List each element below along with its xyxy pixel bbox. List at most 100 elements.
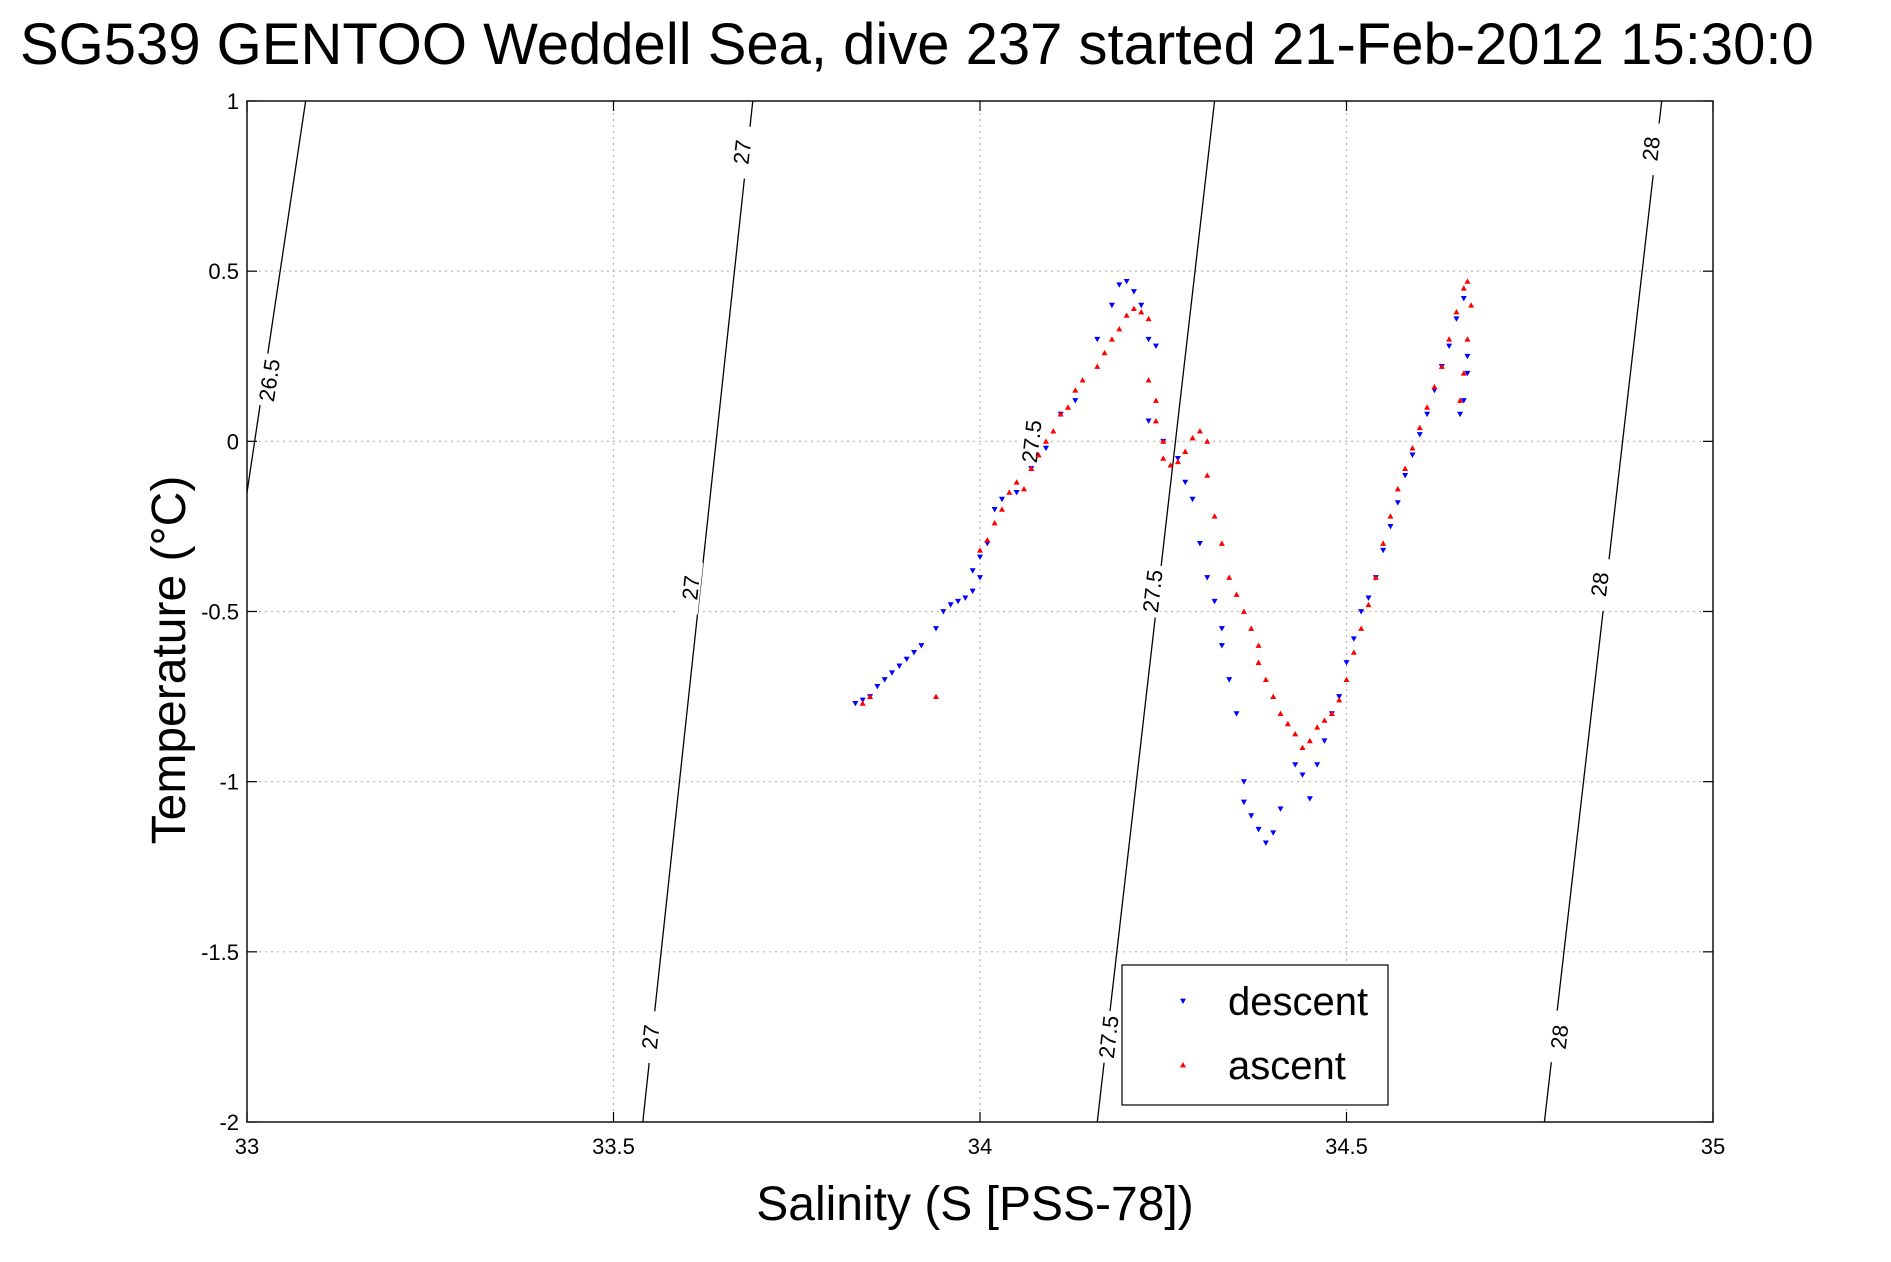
- ascent-point: [1424, 404, 1431, 410]
- descent-point: [1350, 636, 1357, 642]
- descent-point: [962, 595, 969, 601]
- ascent-point: [1446, 336, 1453, 342]
- descent-point: [859, 697, 866, 703]
- ascent-point: [1035, 451, 1042, 458]
- descent-point: [1226, 677, 1233, 683]
- ascent-point: [1204, 438, 1211, 444]
- descent-point: [940, 609, 947, 615]
- ascent-point: [1314, 724, 1321, 730]
- descent-point: [977, 554, 983, 561]
- ascent-point: [977, 547, 983, 553]
- ascent-point: [1292, 731, 1299, 737]
- ascent-point: [1240, 608, 1247, 614]
- descent-point: [977, 575, 983, 581]
- contour-label-gap: [1546, 1009, 1572, 1064]
- legend-marker-ascent: [1180, 1062, 1186, 1068]
- descent-point: [911, 649, 918, 656]
- descent-point: [1262, 840, 1269, 846]
- descent-point: [1321, 738, 1328, 744]
- ascent-point: [1079, 377, 1086, 383]
- ascent-point: [1343, 676, 1350, 682]
- descent-point: [1365, 595, 1372, 601]
- ascent-point: [1336, 696, 1343, 703]
- ascent-point: [1050, 428, 1057, 434]
- legend-box: [1121, 964, 1389, 1106]
- ascent-point: [1042, 438, 1049, 444]
- descent-point: [1152, 343, 1159, 350]
- legend-marker-descent: [1180, 998, 1186, 1004]
- descent-point: [955, 598, 962, 605]
- descent-point: [889, 670, 896, 676]
- ascent-point: [1248, 625, 1255, 631]
- descent-point: [1387, 524, 1394, 530]
- descent-point: [1240, 779, 1247, 785]
- plot-area: 33 33.5 34 34.5 3510.50-0.5-1-1.5-226.527272…: [201, 89, 1725, 1159]
- ascent-point: [1380, 540, 1387, 546]
- descent-point: [1343, 660, 1350, 666]
- ascent-point: [1284, 720, 1291, 727]
- descent-point: [1116, 282, 1123, 288]
- contour-label: 27.5: [1138, 568, 1168, 613]
- x-tick-label: 33: [235, 1134, 259, 1159]
- series-descent: [852, 278, 1471, 846]
- descent-point: [1270, 830, 1277, 836]
- descent-point: [1299, 772, 1306, 778]
- ascent-point: [1453, 309, 1460, 315]
- x-tick-label: 33.5: [592, 1134, 635, 1159]
- ascent-point: [1468, 302, 1475, 308]
- ascent-point: [1416, 424, 1423, 431]
- descent-point: [933, 626, 940, 632]
- descent-point: [1248, 813, 1255, 819]
- descent-point: [1277, 806, 1284, 812]
- descent-point: [998, 496, 1005, 503]
- descent-point: [1013, 489, 1020, 496]
- ascent-point: [1057, 411, 1064, 417]
- descent-point: [1380, 547, 1387, 554]
- x-tick-label: 34.5: [1325, 1134, 1368, 1159]
- ascent-point: [1182, 448, 1189, 454]
- ascent-point: [1130, 305, 1137, 312]
- descent-point: [1204, 575, 1211, 581]
- descent-point: [1196, 541, 1203, 547]
- series-ascent: [859, 278, 1475, 751]
- descent-point: [1138, 302, 1145, 309]
- descent-point: [1240, 799, 1247, 806]
- x-axis-title: Salinity (S [PSS-78]): [756, 1178, 1193, 1231]
- descent-point: [969, 568, 976, 574]
- ascent-point: [867, 693, 874, 699]
- descent-point: [1457, 411, 1464, 418]
- descent-point: [1255, 826, 1262, 833]
- contour-label-gap: [729, 125, 755, 179]
- contour-label: 27: [637, 1023, 664, 1050]
- ascent-point: [1204, 472, 1211, 478]
- y-tick-label: -1: [219, 770, 239, 795]
- ascent-point: [991, 520, 998, 526]
- axes-frame: [246, 100, 1714, 1123]
- ascent-point: [1402, 465, 1409, 471]
- y-tick-label: -2: [219, 1110, 239, 1135]
- descent-point: [852, 700, 859, 707]
- ascent-point: [1145, 315, 1152, 322]
- y-tick-label: 1: [227, 89, 239, 114]
- descent-point: [1211, 598, 1218, 605]
- contour-label: 28: [1546, 1023, 1574, 1050]
- descent-point: [1292, 762, 1299, 768]
- descent-point: [1314, 762, 1321, 768]
- ascent-point: [1138, 309, 1145, 315]
- descent-point: [874, 683, 881, 690]
- ascent-point: [1438, 363, 1445, 369]
- ascent-point: [1321, 717, 1328, 723]
- chart-title: SG539 GENTOO Weddell Sea, dive 237 start…: [20, 12, 1814, 77]
- descent-point: [1453, 316, 1460, 322]
- ascent-point: [1094, 363, 1101, 369]
- ascent-point: [1277, 710, 1284, 716]
- descent-point: [1174, 455, 1181, 462]
- ascent-point: [1218, 540, 1225, 546]
- ascent-point: [1306, 737, 1313, 744]
- descent-point: [1145, 336, 1152, 343]
- ascent-point: [1152, 417, 1159, 424]
- ascent-point: [1211, 513, 1218, 519]
- contour-label-gap: [1637, 121, 1664, 176]
- y-tick-label: -0.5: [201, 600, 239, 625]
